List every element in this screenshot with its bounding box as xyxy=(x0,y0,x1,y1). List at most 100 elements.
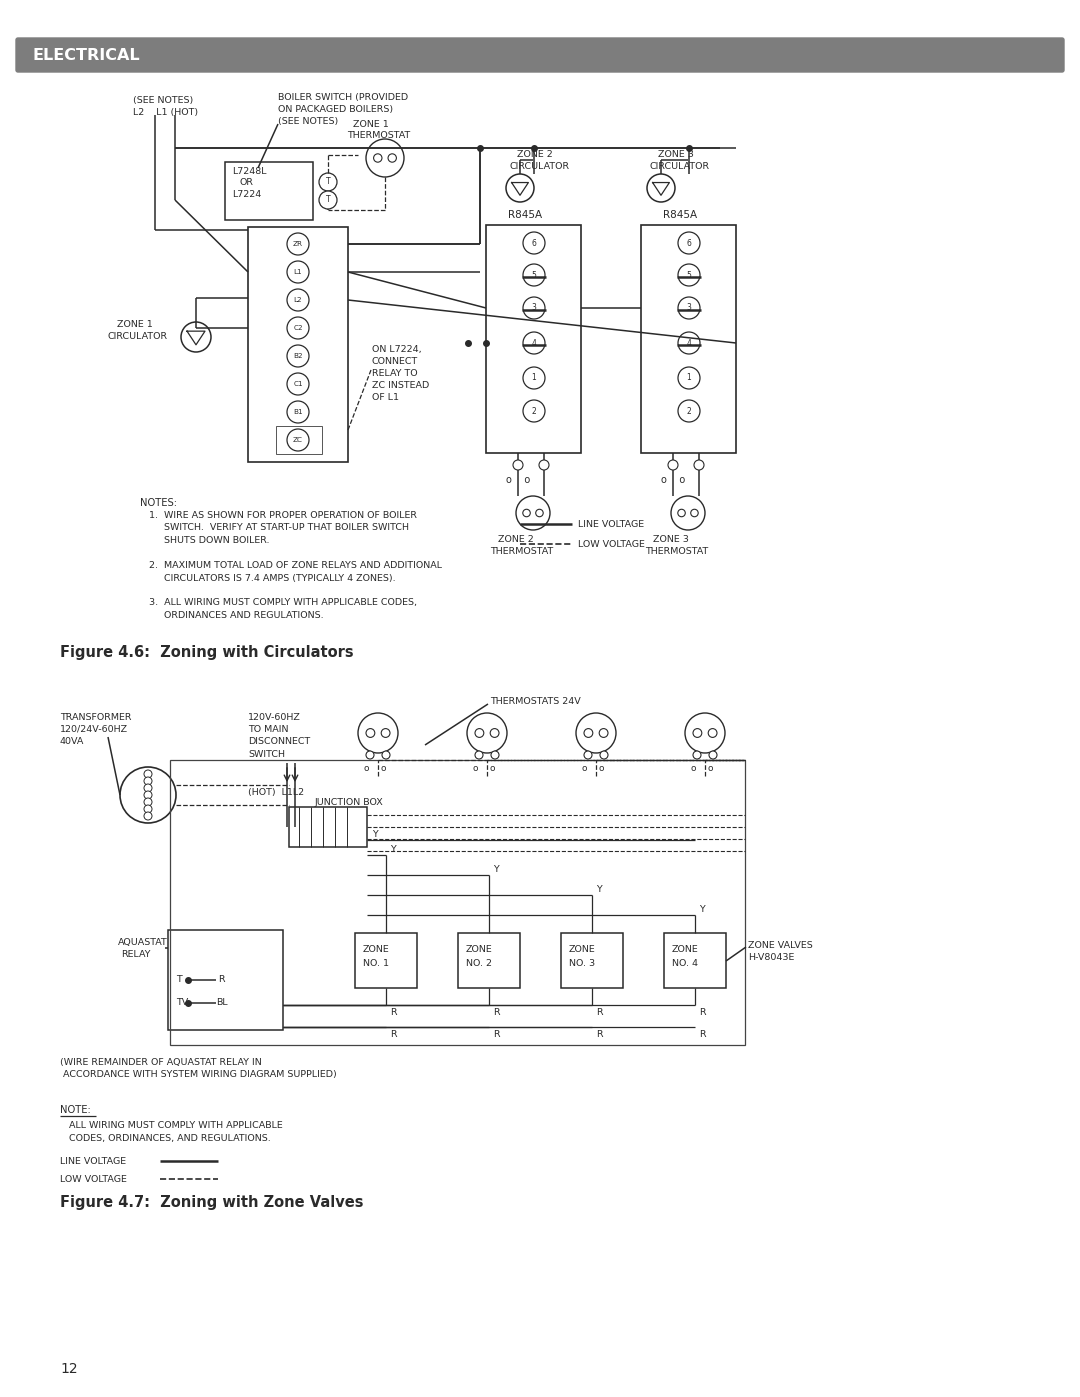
Text: NO. 2: NO. 2 xyxy=(465,958,492,968)
Text: Y: Y xyxy=(390,845,395,854)
Circle shape xyxy=(523,232,545,254)
Text: CODES, ORDINANCES, AND REGULATIONS.: CODES, ORDINANCES, AND REGULATIONS. xyxy=(60,1134,271,1143)
Circle shape xyxy=(120,767,176,823)
Text: o    o: o o xyxy=(661,475,685,485)
Text: C1: C1 xyxy=(293,381,302,387)
Circle shape xyxy=(287,317,309,339)
Text: L7224: L7224 xyxy=(232,190,261,198)
Text: R845A: R845A xyxy=(663,210,697,219)
Circle shape xyxy=(693,752,701,759)
Circle shape xyxy=(523,400,545,422)
Text: ORDINANCES AND REGULATIONS.: ORDINANCES AND REGULATIONS. xyxy=(140,610,324,620)
Text: CONNECT: CONNECT xyxy=(372,358,418,366)
Circle shape xyxy=(678,400,700,422)
Text: OR: OR xyxy=(239,177,253,187)
Text: ZONE 1: ZONE 1 xyxy=(353,120,389,129)
Text: LOW VOLTAGE: LOW VOLTAGE xyxy=(578,541,645,549)
Circle shape xyxy=(388,154,396,162)
Circle shape xyxy=(319,191,337,210)
Text: NOTES:: NOTES: xyxy=(140,497,177,509)
Text: R845A: R845A xyxy=(508,210,542,219)
Circle shape xyxy=(366,752,374,759)
Circle shape xyxy=(287,429,309,451)
Circle shape xyxy=(475,752,483,759)
Text: 2: 2 xyxy=(531,407,537,415)
Circle shape xyxy=(708,729,717,738)
Circle shape xyxy=(144,784,152,792)
Text: 4: 4 xyxy=(687,338,691,348)
Circle shape xyxy=(516,496,550,529)
Text: o    o: o o xyxy=(691,764,714,773)
Bar xyxy=(458,933,519,988)
Bar xyxy=(248,226,348,462)
Text: 5: 5 xyxy=(687,271,691,279)
Bar xyxy=(225,162,313,219)
Text: CIRCULATORS IS 7.4 AMPS (TYPICALLY 4 ZONES).: CIRCULATORS IS 7.4 AMPS (TYPICALLY 4 ZON… xyxy=(140,574,395,583)
Text: NOTE:: NOTE: xyxy=(60,1105,91,1115)
Circle shape xyxy=(523,367,545,388)
Text: Figure 4.7:  Zoning with Zone Valves: Figure 4.7: Zoning with Zone Valves xyxy=(60,1194,364,1210)
Bar xyxy=(486,225,581,453)
Text: R: R xyxy=(390,1009,396,1017)
Text: LOW VOLTAGE: LOW VOLTAGE xyxy=(60,1175,126,1185)
Text: THERMOSTATS 24V: THERMOSTATS 24V xyxy=(490,697,581,705)
Text: 120/24V-60HZ: 120/24V-60HZ xyxy=(60,725,129,733)
Text: 5: 5 xyxy=(531,271,537,279)
Text: Y: Y xyxy=(492,865,499,875)
Text: R: R xyxy=(492,1009,500,1017)
Circle shape xyxy=(366,729,375,738)
Text: 6: 6 xyxy=(531,239,537,247)
Text: CIRCULATOR: CIRCULATOR xyxy=(509,162,569,170)
Bar xyxy=(170,760,745,1045)
Text: 3: 3 xyxy=(687,303,691,313)
Bar xyxy=(664,933,726,988)
Text: R: R xyxy=(218,975,225,983)
Text: o    o: o o xyxy=(582,764,605,773)
Text: ON L7224,: ON L7224, xyxy=(372,345,421,353)
Text: JUNCTION BOX: JUNCTION BOX xyxy=(315,798,383,807)
Text: R: R xyxy=(699,1030,705,1039)
Text: THERMOSTAT: THERMOSTAT xyxy=(347,131,410,140)
Text: CIRCULATOR: CIRCULATOR xyxy=(107,332,167,341)
Text: ALL WIRING MUST COMPLY WITH APPLICABLE: ALL WIRING MUST COMPLY WITH APPLICABLE xyxy=(60,1120,283,1130)
Circle shape xyxy=(669,460,678,469)
Circle shape xyxy=(539,460,549,469)
Text: C2: C2 xyxy=(293,326,302,331)
Bar xyxy=(289,807,367,847)
Text: LINE VOLTAGE: LINE VOLTAGE xyxy=(578,520,644,529)
Text: NO. 1: NO. 1 xyxy=(363,958,389,968)
Text: H-V8043E: H-V8043E xyxy=(748,953,795,963)
Text: SHUTS DOWN BOILER.: SHUTS DOWN BOILER. xyxy=(140,536,270,545)
Text: THERMOSTAT: THERMOSTAT xyxy=(490,548,553,556)
Text: RELAY: RELAY xyxy=(121,950,150,958)
Text: ZONE 2: ZONE 2 xyxy=(517,149,553,159)
Circle shape xyxy=(576,712,616,753)
Text: 3.  ALL WIRING MUST COMPLY WITH APPLICABLE CODES,: 3. ALL WIRING MUST COMPLY WITH APPLICABL… xyxy=(140,598,417,608)
Circle shape xyxy=(694,460,704,469)
Circle shape xyxy=(678,298,700,319)
Circle shape xyxy=(678,367,700,388)
Text: ELECTRICAL: ELECTRICAL xyxy=(33,49,140,63)
Circle shape xyxy=(181,321,211,352)
Circle shape xyxy=(287,401,309,423)
Circle shape xyxy=(287,345,309,367)
Circle shape xyxy=(144,777,152,785)
Circle shape xyxy=(678,510,686,517)
Text: TO MAIN: TO MAIN xyxy=(248,725,288,733)
Text: T: T xyxy=(326,196,330,204)
Text: Y: Y xyxy=(372,830,378,840)
Text: CIRCULATOR: CIRCULATOR xyxy=(650,162,711,170)
Circle shape xyxy=(523,264,545,286)
Text: 2: 2 xyxy=(687,407,691,415)
Circle shape xyxy=(584,752,592,759)
Circle shape xyxy=(467,712,507,753)
Circle shape xyxy=(536,510,543,517)
Circle shape xyxy=(523,332,545,353)
Text: 1: 1 xyxy=(531,373,537,383)
Text: R: R xyxy=(596,1030,603,1039)
Text: 6: 6 xyxy=(687,239,691,247)
Circle shape xyxy=(366,138,404,177)
Text: OF L1: OF L1 xyxy=(372,393,399,402)
Text: (HOT)  L1L2: (HOT) L1L2 xyxy=(248,788,305,798)
Text: ZONE 2: ZONE 2 xyxy=(498,535,534,543)
